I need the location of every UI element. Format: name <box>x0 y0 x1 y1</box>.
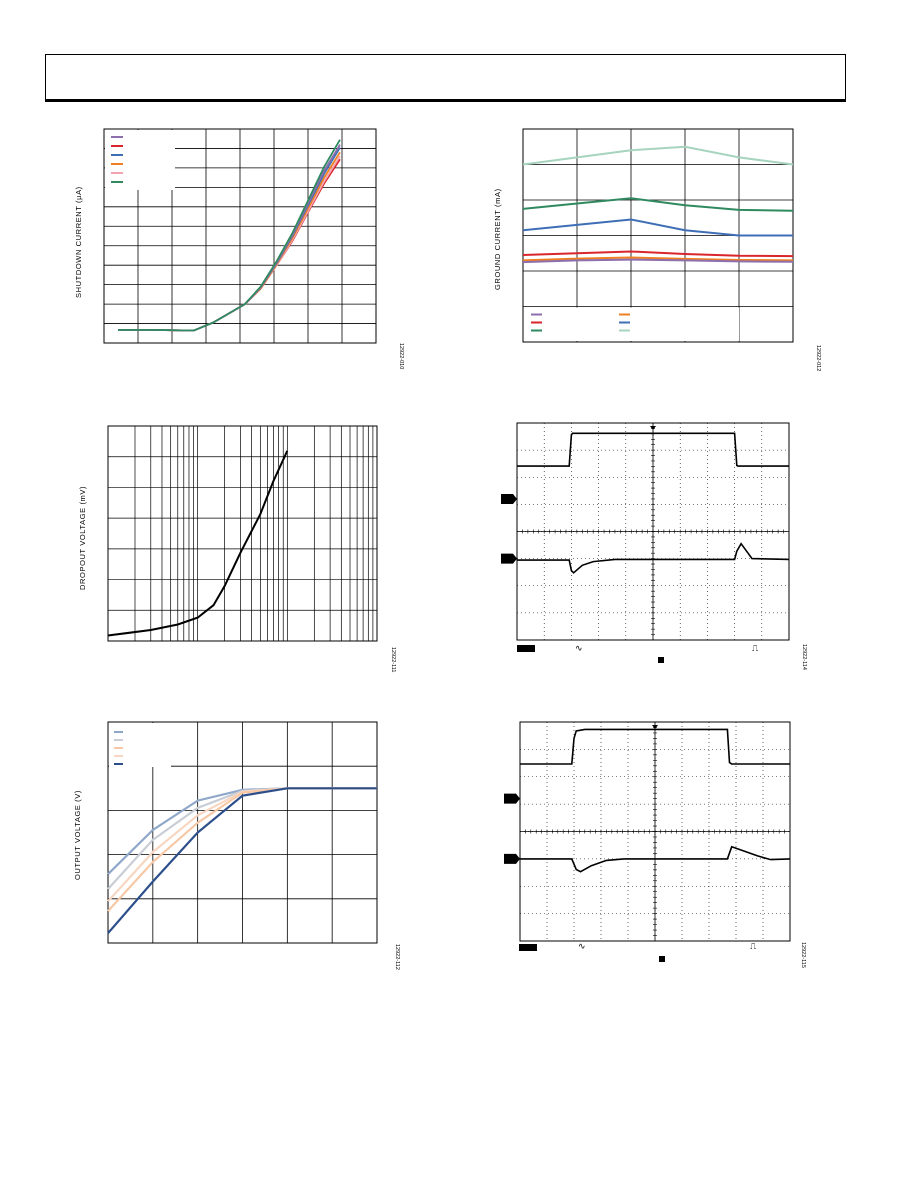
data-series-line <box>107 450 289 637</box>
data-series-line <box>107 787 377 934</box>
scope-trace <box>517 432 789 467</box>
data-series-line <box>118 139 341 332</box>
channel-badge <box>519 944 537 951</box>
legend-box <box>524 307 739 341</box>
data-series-line <box>522 258 794 264</box>
trigger-edge-icon: ⎍ <box>750 941 757 951</box>
channel-ground-marker <box>504 793 520 804</box>
data-series-line <box>522 218 793 237</box>
trigger-marker <box>658 657 664 663</box>
plot-frame <box>107 425 378 642</box>
channel-badge <box>517 645 535 652</box>
trigger-position-marker <box>650 426 656 430</box>
scope-trace <box>520 845 791 873</box>
trigger-marker <box>659 956 665 962</box>
page-header-box <box>45 54 846 102</box>
data-series-line <box>522 250 794 258</box>
channel-ground-marker <box>501 493 517 504</box>
ac-coupling-icon: ∿ <box>575 643 583 653</box>
channel-ground-marker <box>501 553 517 564</box>
trigger-position-marker <box>652 725 658 729</box>
scope-trace <box>520 728 790 765</box>
ac-coupling-icon: ∿ <box>578 941 586 951</box>
legend-box <box>105 130 175 190</box>
data-series-line <box>522 145 794 166</box>
data-series-line <box>522 256 794 262</box>
data-series-line <box>522 197 794 212</box>
scope-trace <box>517 542 790 574</box>
channel-ground-marker <box>504 853 520 864</box>
legend-box <box>109 723 171 767</box>
trigger-edge-icon: ⎍ <box>752 643 759 653</box>
